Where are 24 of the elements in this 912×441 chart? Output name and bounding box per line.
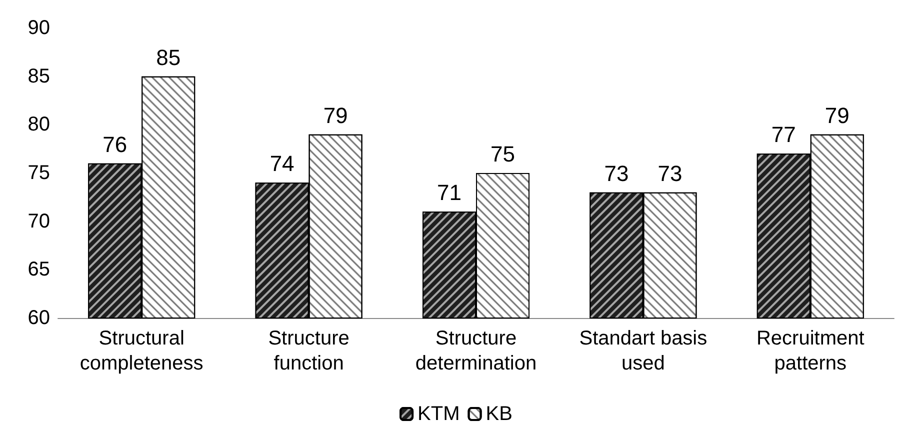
- x-tick-label: Structure function: [268, 328, 350, 374]
- y-tick-label: 80: [28, 114, 50, 136]
- data-label: 85: [156, 44, 181, 70]
- data-label: 73: [604, 160, 629, 186]
- data-label: 76: [102, 132, 128, 157]
- y-tick-label: 75: [28, 162, 50, 184]
- x-tick-label: Structural completeness: [80, 328, 204, 374]
- data-label: 79: [824, 102, 850, 128]
- data-label: 73: [658, 160, 682, 186]
- y-tick-label: 70: [28, 210, 50, 232]
- y-tick-label: 85: [28, 65, 50, 88]
- x-tick-label: Structure determination: [415, 328, 537, 374]
- data-label: 79: [323, 102, 348, 128]
- data-label: 71: [437, 180, 462, 206]
- data-label: 77: [771, 122, 796, 148]
- y-tick-label: 60: [28, 307, 50, 329]
- data-label: 74: [270, 151, 294, 176]
- y-tick-label: 90: [28, 17, 50, 39]
- data-label: 75: [490, 142, 515, 166]
- y-tick-label: 65: [28, 258, 50, 281]
- x-tick-label: Recruitment patterns: [756, 328, 865, 374]
- legend-label: KB: [486, 403, 512, 425]
- x-tick-label: Standart basis used: [579, 328, 708, 374]
- legend-label: KTM: [418, 403, 460, 425]
